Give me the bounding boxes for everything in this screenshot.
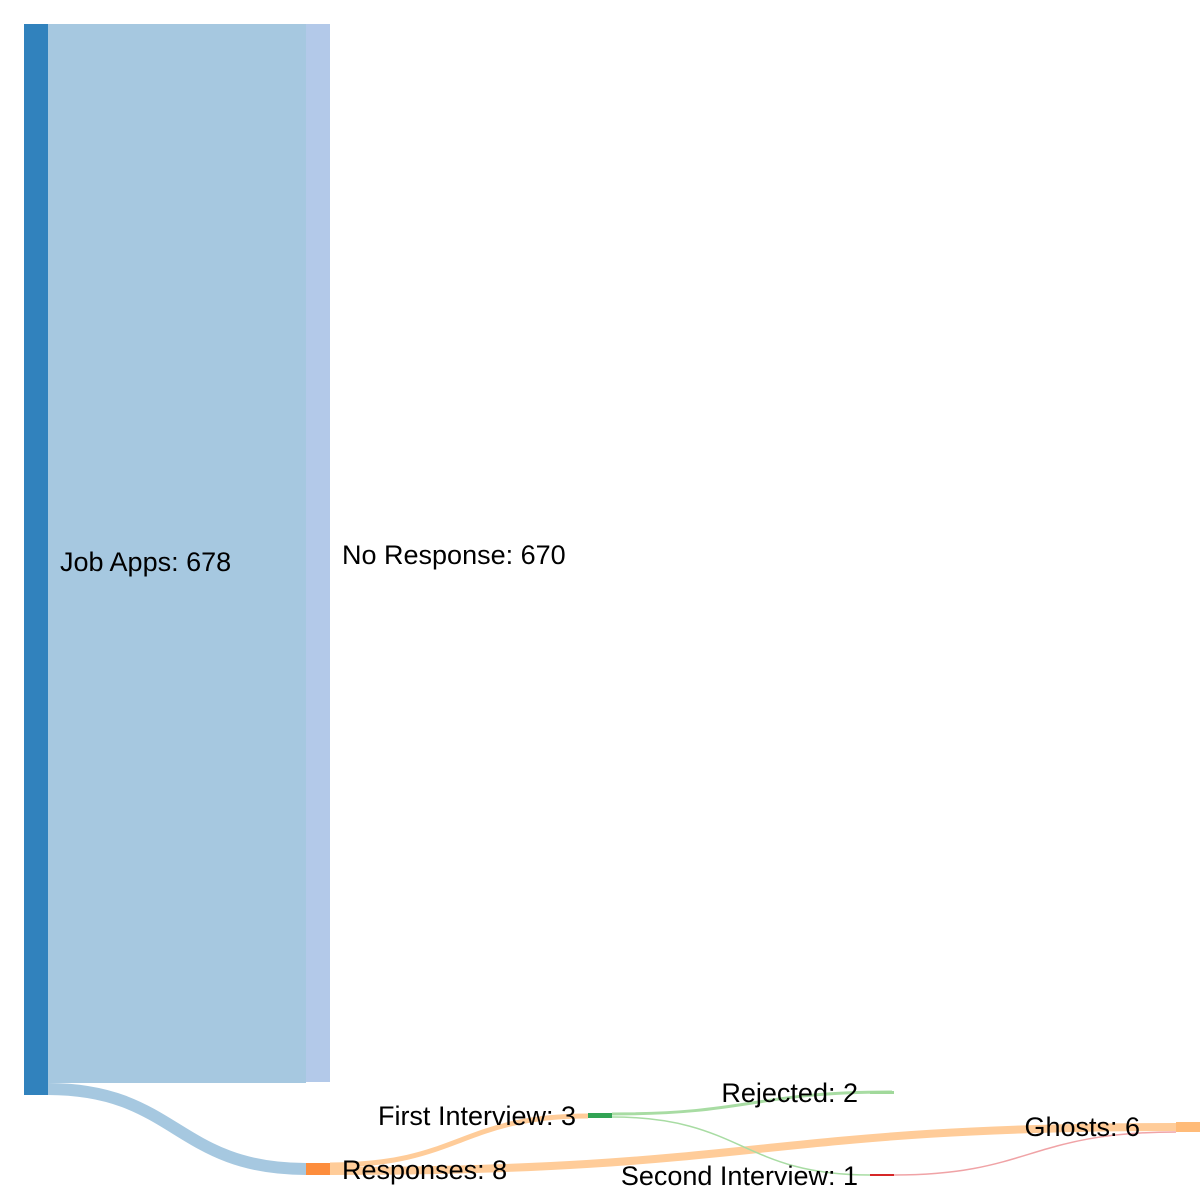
label-responses: Responses: 8 <box>342 1155 507 1185</box>
label-first-interview: First Interview: 3 <box>378 1101 576 1131</box>
link-job-apps-to-no-response <box>48 24 306 1083</box>
nodes <box>24 24 1200 1176</box>
label-rejected: Rejected: 2 <box>721 1078 858 1108</box>
link-responses-to-first-interview <box>329 1113 589 1168</box>
link-second-interview-to-ghosts <box>893 1131 1177 1176</box>
link-first-interview-to-second-interview <box>611 1116 871 1176</box>
node-no-response[interactable] <box>306 24 330 1082</box>
node-first-interview[interactable] <box>588 1113 612 1118</box>
link-first-interview-to-rejected <box>611 1090 893 1116</box>
label-no-response: No Response: 670 <box>342 540 566 570</box>
labels: Job Apps: 678 No Response: 670 Responses… <box>60 540 1140 1191</box>
label-job-apps: Job Apps: 678 <box>60 547 231 577</box>
link-responses-to-ghosts <box>329 1123 1177 1175</box>
node-ghosts[interactable] <box>1176 1122 1200 1132</box>
node-rejected[interactable] <box>870 1091 894 1094</box>
node-second-interview[interactable] <box>870 1174 894 1176</box>
label-second-interview: Second Interview: 1 <box>621 1161 858 1191</box>
node-responses[interactable] <box>306 1163 330 1175</box>
node-job-apps[interactable] <box>24 24 48 1095</box>
link-job-apps-to-responses <box>47 1083 307 1175</box>
label-ghosts: Ghosts: 6 <box>1024 1112 1140 1142</box>
links <box>47 24 1177 1176</box>
